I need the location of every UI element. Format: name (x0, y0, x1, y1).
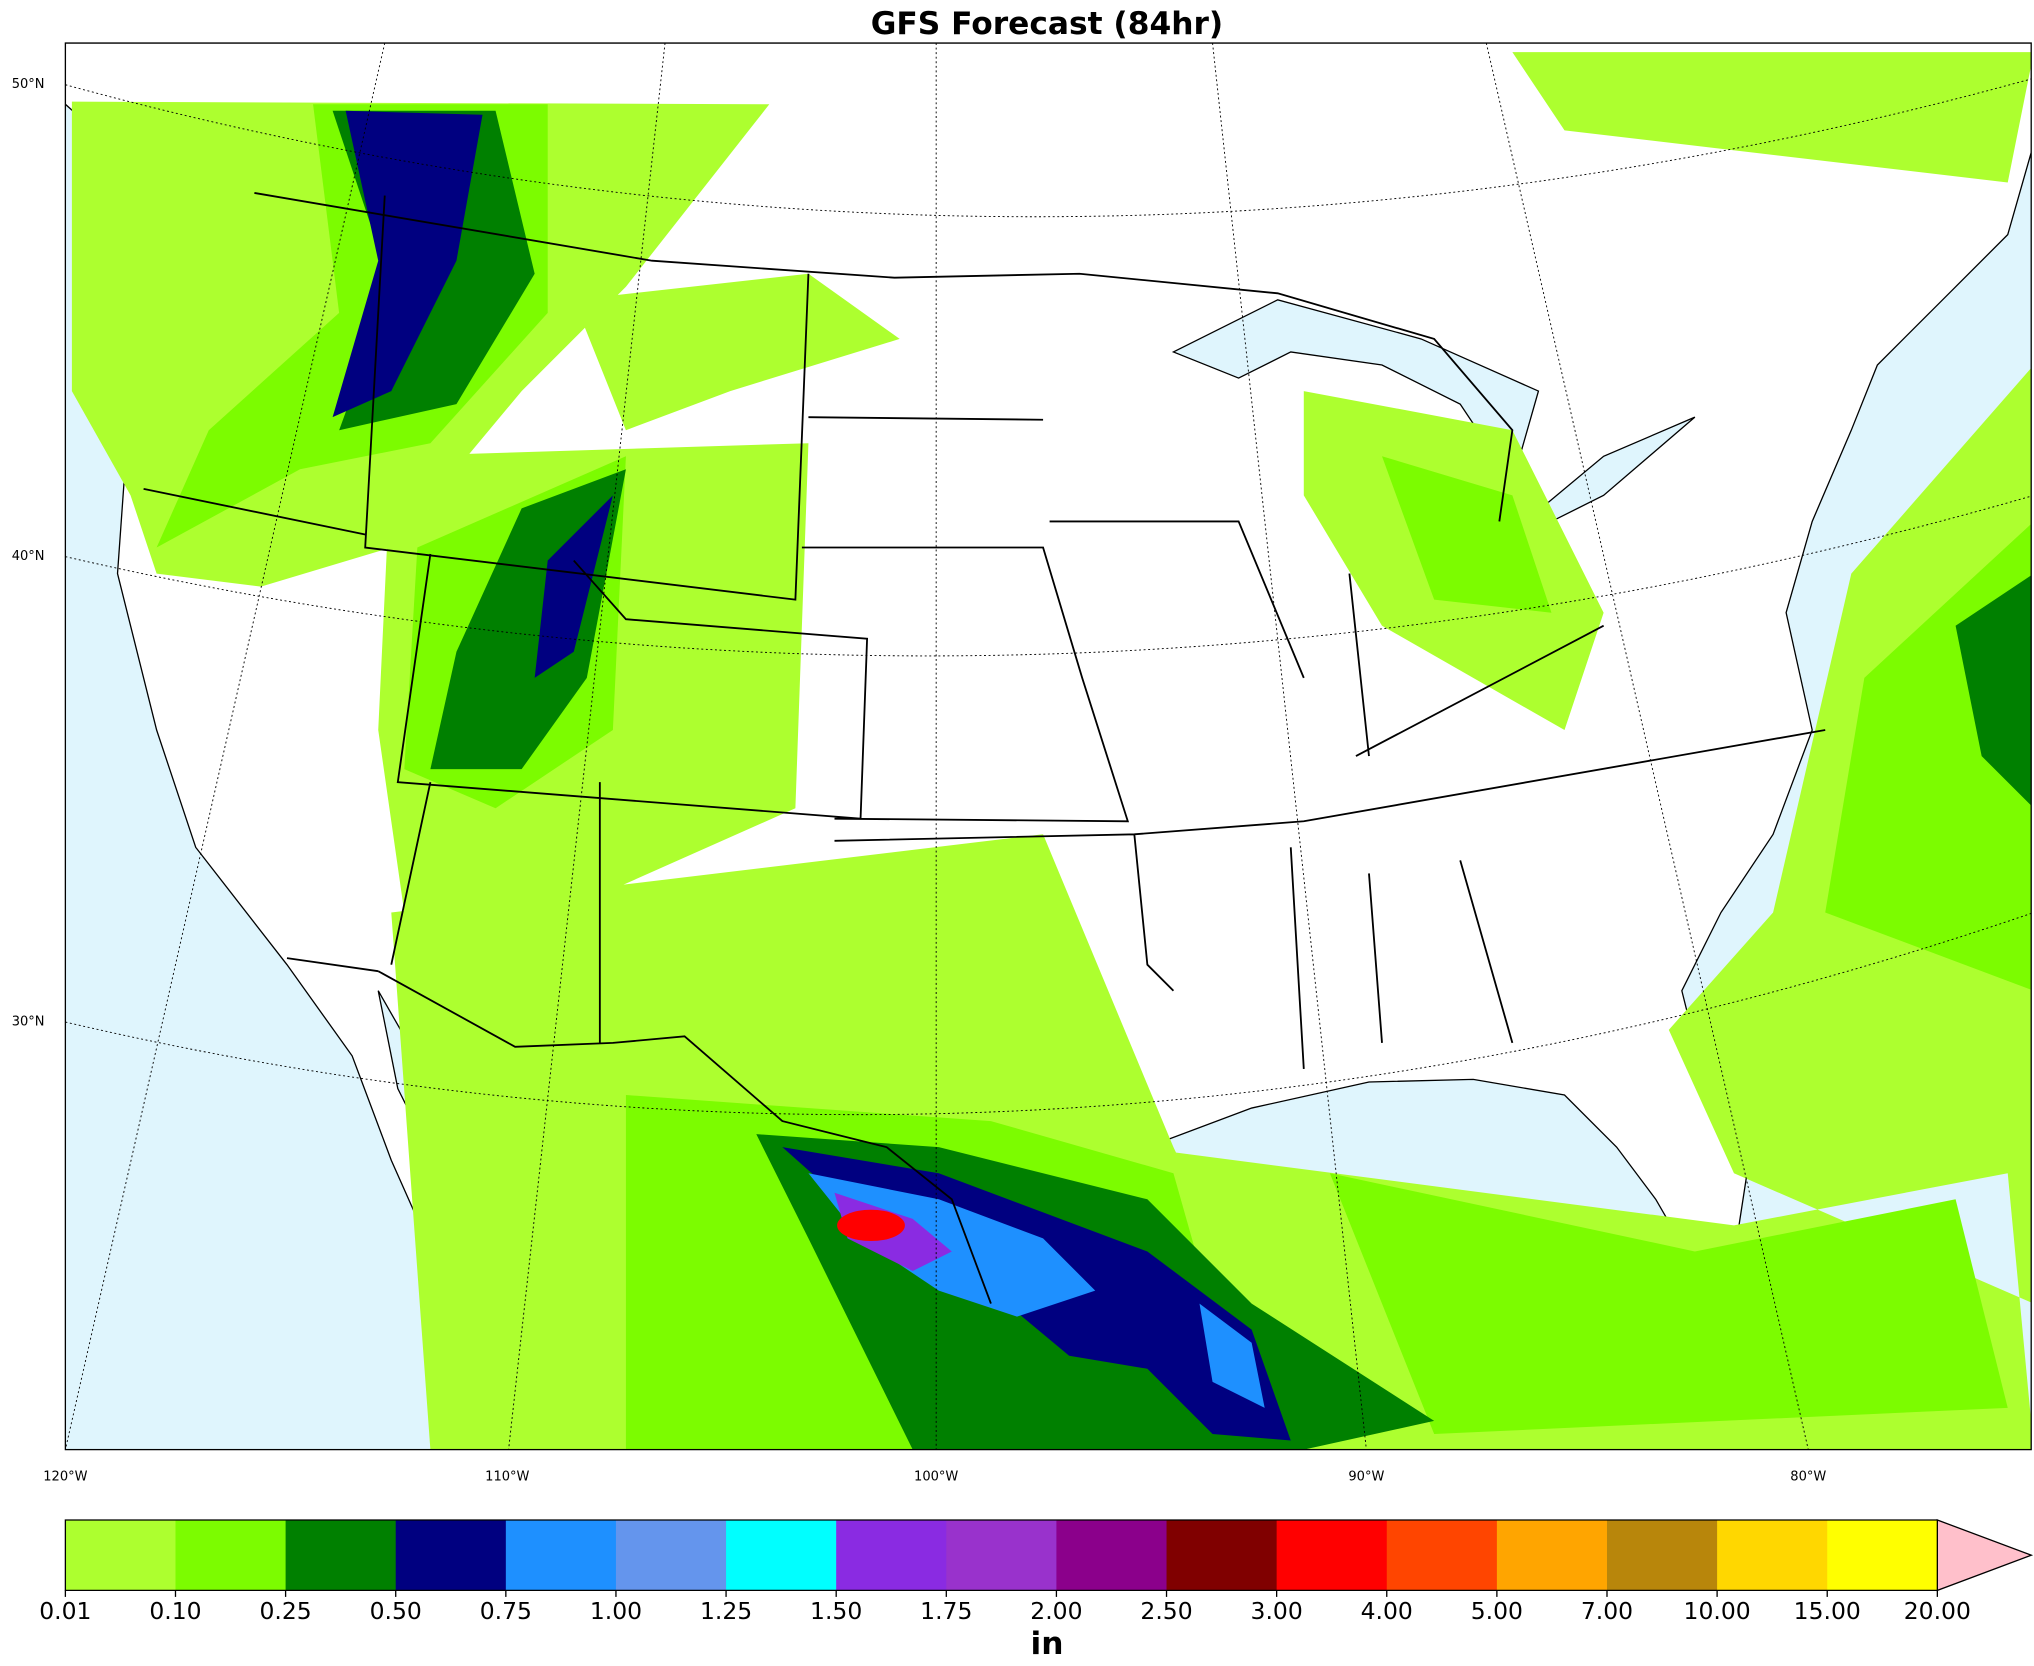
colorbar-cell (285, 1519, 397, 1591)
colorbar-frame (64, 1519, 1938, 1592)
colorbar-tick-label: 0.75 (480, 1597, 532, 1625)
colorbar-cell (836, 1519, 947, 1591)
colorbar-cell (1717, 1519, 1828, 1591)
colorbar-cell (1606, 1519, 1718, 1591)
colorbar-cell (726, 1519, 837, 1591)
colorbar-cell (1166, 1519, 1278, 1591)
colorbar-tick-label: 4.00 (1361, 1597, 1413, 1625)
lat-label: 30°N (12, 1015, 45, 1030)
colorbar-tick-label: 0.50 (370, 1597, 422, 1625)
precip-max (837, 1209, 905, 1242)
state-lines (143, 195, 1826, 1070)
colorbar-tick-label: 2.50 (1140, 1597, 1192, 1625)
us-mexico-border (377, 970, 992, 1304)
colorbar-tick-label: 0.01 (39, 1597, 91, 1625)
colorbar-tick-label: 3.00 (1251, 1597, 1303, 1625)
precip-moderate (156, 104, 2032, 1450)
colorbar-tick-label: 1.25 (700, 1597, 752, 1625)
colorbar-tick-label: 2.00 (1030, 1597, 1082, 1625)
lon-label: 90°W (1348, 1469, 1384, 1484)
colorbar-extend (1936, 1519, 2034, 1592)
lon-label: 120°W (43, 1469, 87, 1484)
colorbar-label: in (1030, 1626, 1063, 1662)
colorbar-tick-label: 7.00 (1581, 1597, 1633, 1625)
colorbar-cell (1386, 1519, 1498, 1591)
map-frame (64, 42, 2032, 1451)
lat-label: 40°N (12, 549, 45, 564)
colorbar-cell (615, 1519, 727, 1591)
colorbar-cell (1827, 1519, 1938, 1591)
lon-label: 100°W (914, 1469, 958, 1484)
graticule (65, 43, 2032, 1450)
colorbar-cell (1276, 1519, 1388, 1591)
colorbar-tick-label: 5.00 (1471, 1597, 1523, 1625)
colorbar-tick-label: 20.00 (1904, 1597, 1971, 1625)
colorbar-cell (395, 1519, 507, 1591)
colorbar-cell (946, 1519, 1058, 1591)
lat-label: 50°N (12, 77, 45, 92)
precip-very-heavy (332, 110, 1291, 1441)
map (65, 43, 2032, 1450)
precip-light (71, 52, 2032, 1450)
colorbar-cell (1056, 1519, 1168, 1591)
title: GFS Forecast (84hr) (871, 6, 1223, 42)
colorbar-tick-label: 1.00 (590, 1597, 642, 1625)
colorbar-cell (65, 1519, 177, 1591)
precip-heavy (332, 110, 2032, 1450)
colorbar-cell (175, 1519, 287, 1591)
colorbar-cell (1496, 1519, 1608, 1591)
colorbar-tick-label: 1.75 (920, 1597, 972, 1625)
colorbar-tick-label: 15.00 (1794, 1597, 1861, 1625)
colorbar-tick-label: 0.10 (149, 1597, 201, 1625)
colorbar-tick-label: 1.50 (810, 1597, 862, 1625)
us-canada-border (254, 192, 1514, 522)
colorbar-tick-label: 10.00 (1684, 1597, 1751, 1625)
lon-label: 80°W (1790, 1469, 1826, 1484)
colorbar-cell (505, 1519, 617, 1591)
colorbar-tick-label: 0.25 (259, 1597, 311, 1625)
lon-label: 110°W (485, 1469, 529, 1484)
